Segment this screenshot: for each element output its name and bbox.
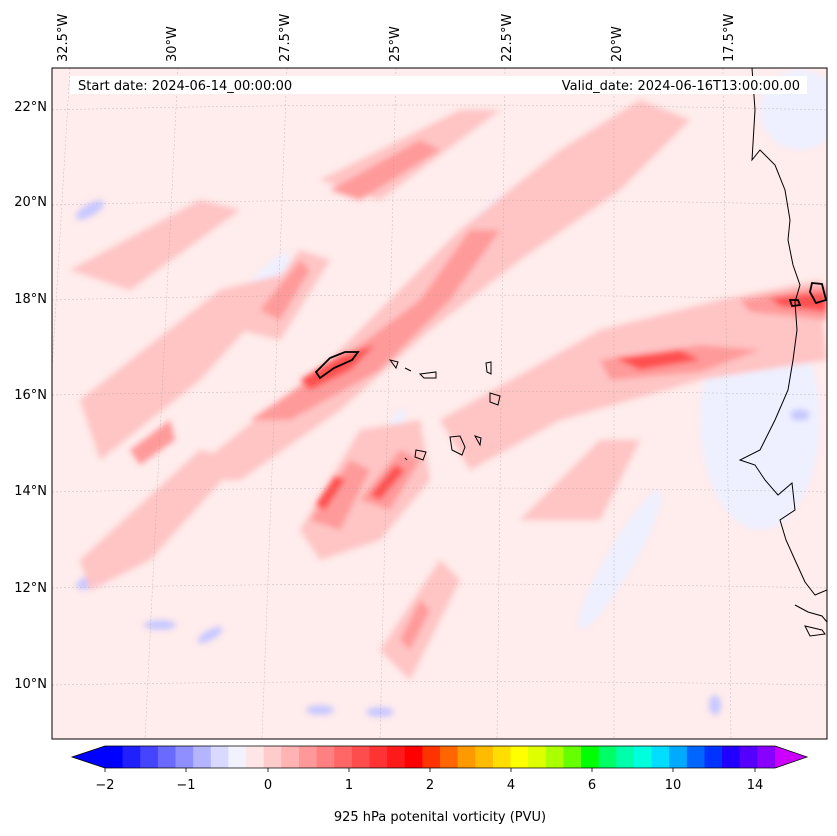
colorbar-tick-labels: −2 −1 0 1 2 4 6 10 14 [95, 778, 763, 793]
valid-date-label: Valid_date: 2024-06-16T13:00:00.00 [562, 79, 800, 94]
colorbar-segment [598, 746, 617, 768]
colorbar-segment [122, 746, 141, 768]
longitude-labels: 32.5°W 30°W 27.5°W 25°W 22.5°W 20°W 17.5… [56, 14, 737, 62]
colorbar-extend-right [775, 746, 807, 768]
colorbar-segment [193, 746, 212, 768]
cb-tick-10: 10 [665, 778, 682, 793]
colorbar-segment [581, 746, 600, 768]
colorbar-segment [210, 746, 229, 768]
colorbar-segment [686, 746, 705, 768]
colorbar-segment [298, 746, 318, 768]
colorbar-segment [422, 746, 441, 768]
colorbar-segment [351, 746, 370, 768]
colorbar-segment [404, 746, 423, 768]
colorbar-segment [545, 746, 564, 768]
contour-west [314, 351, 360, 380]
colorbar-ticks [104, 768, 756, 772]
colorbar-segment [175, 746, 194, 768]
map-panel [52, 68, 827, 739]
cb-tick-1: 1 [345, 778, 353, 793]
colorbar-segment [387, 746, 406, 768]
contour-coast [788, 299, 802, 307]
pv-contours [314, 282, 827, 380]
colorbar-segment [563, 746, 582, 768]
west-africa-coast [738, 68, 827, 596]
colorbar-segment [757, 746, 776, 768]
colorbar-segment [528, 746, 547, 768]
lon-label-25w: 25°W [388, 26, 403, 62]
colorbar-segment [651, 746, 670, 768]
colorbar: −2 −1 0 1 2 4 6 10 14 925 hPa potenital … [70, 745, 809, 825]
colorbar-segment [281, 746, 300, 768]
coastlines [388, 68, 827, 637]
lat-label-22n: 22°N [14, 100, 47, 115]
colorbar-segment [739, 746, 758, 768]
colorbar-segment [457, 746, 476, 768]
colorbar-segment [492, 746, 512, 768]
colorbar-segment [616, 746, 635, 768]
colorbar-segment [704, 746, 723, 768]
colorbar-segment [228, 746, 247, 768]
lat-label-14n: 14°N [14, 484, 47, 499]
start-date-label: Start date: 2024-06-14_00:00:00 [78, 79, 292, 94]
colorbar-segment [510, 746, 529, 768]
colorbar-segment [316, 746, 335, 768]
cb-tick-2: 2 [426, 778, 434, 793]
colorbar-segment [369, 746, 388, 768]
date-banner [70, 76, 807, 94]
colorbar-segment [722, 746, 741, 768]
cb-tick-6: 6 [588, 778, 596, 793]
colorbar-segment [669, 746, 688, 768]
lat-label-16n: 16°N [14, 388, 47, 403]
colorbar-segment [475, 746, 494, 768]
colorbar-segment [105, 746, 124, 768]
lon-label-32-5w: 32.5°W [56, 14, 71, 62]
bissau-coast [794, 604, 827, 637]
pv-band-strong [300, 292, 827, 510]
colorbar-label: 925 hPa potenital vorticity (PVU) [334, 810, 546, 825]
cb-tick-0: 0 [264, 778, 272, 793]
lat-label-10n: 10°N [14, 677, 47, 692]
map-frame [51, 67, 828, 740]
colorbar-segment [440, 746, 459, 768]
lon-label-22-5w: 22.5°W [500, 14, 515, 62]
cb-tick-minus2: −2 [95, 778, 114, 793]
cb-tick-14: 14 [747, 778, 764, 793]
lon-label-30w: 30°W [165, 26, 180, 62]
gridlines [52, 68, 827, 739]
colorbar-segments [105, 746, 776, 768]
map-background [52, 68, 827, 739]
colorbar-segment [157, 746, 177, 768]
colorbar-segment [334, 746, 353, 768]
lon-label-27-5w: 27.5°W [278, 14, 293, 62]
colorbar-segment [246, 746, 265, 768]
contour-east [809, 282, 827, 305]
cape-verde-islands [388, 359, 501, 461]
lat-label-18n: 18°N [14, 292, 47, 307]
lat-label-20n: 20°N [14, 195, 47, 210]
lon-label-20w: 20°W [610, 26, 625, 62]
colorbar-segment [633, 746, 653, 768]
cb-tick-4: 4 [507, 778, 515, 793]
colorbar-extend-left [72, 746, 105, 768]
colorbar-segment [263, 746, 282, 768]
lat-label-12n: 12°N [14, 581, 47, 596]
colorbar-segment [140, 746, 159, 768]
lon-label-17-5w: 17.5°W [722, 14, 737, 62]
latitude-labels: 22°N 20°N 18°N 16°N 14°N 12°N 10°N [14, 100, 47, 692]
cb-tick-minus1: −1 [176, 778, 195, 793]
